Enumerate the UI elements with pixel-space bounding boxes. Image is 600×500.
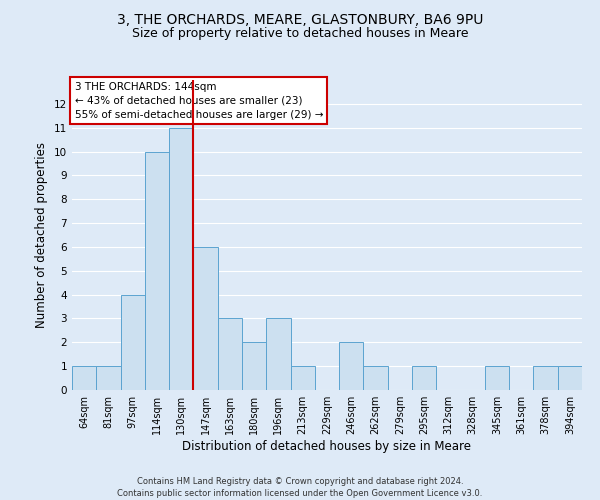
Bar [290,366,315,390]
Bar [218,318,242,390]
Bar [339,342,364,390]
Bar [169,128,193,390]
Bar [193,247,218,390]
Bar [121,294,145,390]
Y-axis label: Number of detached properties: Number of detached properties [35,142,49,328]
Bar [533,366,558,390]
X-axis label: Distribution of detached houses by size in Meare: Distribution of detached houses by size … [182,440,472,453]
Bar [96,366,121,390]
Bar [412,366,436,390]
Bar [558,366,582,390]
Text: Contains HM Land Registry data © Crown copyright and database right 2024.
Contai: Contains HM Land Registry data © Crown c… [118,476,482,498]
Bar [266,318,290,390]
Text: 3 THE ORCHARDS: 144sqm
← 43% of detached houses are smaller (23)
55% of semi-det: 3 THE ORCHARDS: 144sqm ← 43% of detached… [74,82,323,120]
Bar [72,366,96,390]
Text: 3, THE ORCHARDS, MEARE, GLASTONBURY, BA6 9PU: 3, THE ORCHARDS, MEARE, GLASTONBURY, BA6… [117,12,483,26]
Bar [145,152,169,390]
Text: Size of property relative to detached houses in Meare: Size of property relative to detached ho… [132,28,468,40]
Bar [242,342,266,390]
Bar [485,366,509,390]
Bar [364,366,388,390]
